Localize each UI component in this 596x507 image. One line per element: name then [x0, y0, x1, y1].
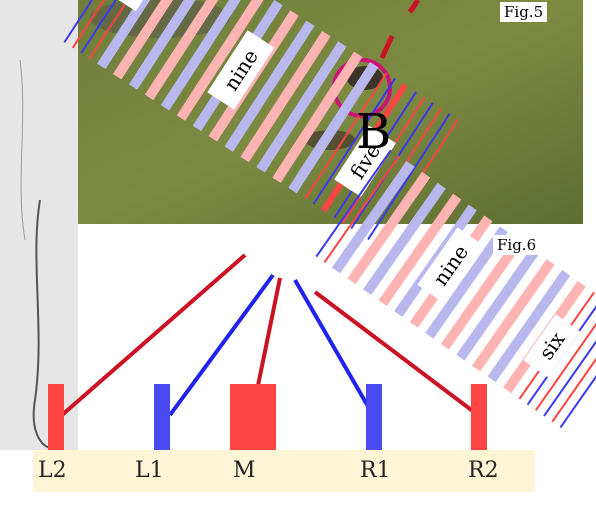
stripe: [367, 113, 451, 241]
stripe: [88, 0, 173, 60]
marker-line: [379, 34, 395, 60]
label-m: M: [233, 458, 256, 483]
stripe: [487, 270, 571, 383]
fig5-label: Fig.5: [500, 2, 548, 22]
stripe: [224, 20, 315, 152]
label-l2: L2: [38, 458, 67, 483]
stripe: [128, 0, 220, 90]
stripe: [331, 161, 415, 274]
point-b-label: B: [356, 104, 392, 160]
lower-six-label-box: [523, 314, 581, 378]
stripe: [63, 0, 147, 43]
sketch-line: [32, 199, 51, 449]
stripe: [471, 259, 555, 372]
connector-l2: [60, 253, 247, 417]
sketch-background: [0, 0, 78, 450]
block-r2: [471, 384, 487, 450]
stripe: [80, 0, 164, 54]
stripe: [272, 51, 363, 183]
stripe: [551, 314, 596, 423]
connector-r1: [293, 278, 375, 417]
stripe: [288, 61, 379, 194]
lower-nine-label-box: [417, 227, 484, 304]
stripe: [440, 237, 524, 350]
stripe: [160, 0, 251, 111]
block-l1: [154, 384, 170, 450]
stripe: [144, 0, 235, 101]
stripe: [559, 320, 596, 429]
upper-five-label-box: [334, 125, 396, 197]
label-r1: R1: [360, 458, 391, 483]
label-bar: [33, 450, 535, 492]
stripe: [256, 41, 347, 173]
stripe: [315, 149, 392, 258]
upper-nine-label-box: [207, 30, 275, 110]
stripe: [347, 171, 431, 285]
connector-l1: [168, 273, 275, 417]
stripe: [312, 77, 396, 205]
stripe: [97, 0, 188, 70]
stripe: [456, 248, 540, 361]
stripe: [535, 303, 596, 411]
label-l1: L1: [135, 458, 164, 483]
stripe: [113, 0, 204, 80]
stripe: [362, 182, 446, 296]
sketch-line: [19, 59, 26, 241]
stripe: [176, 0, 267, 121]
stripe: [304, 72, 388, 200]
stripe: [71, 0, 156, 49]
label-r2: R2: [468, 458, 499, 483]
stripe: [378, 193, 462, 306]
block-m: [230, 384, 276, 450]
stripe: [543, 309, 596, 417]
fig6-label: Fig.6: [493, 235, 541, 255]
marker-line: [407, 0, 421, 14]
block-l2: [48, 384, 64, 450]
connector-r2: [313, 290, 480, 417]
stripe: [240, 30, 331, 163]
stripe: [323, 155, 400, 263]
stripe: [425, 226, 509, 339]
block-r1: [366, 384, 382, 450]
